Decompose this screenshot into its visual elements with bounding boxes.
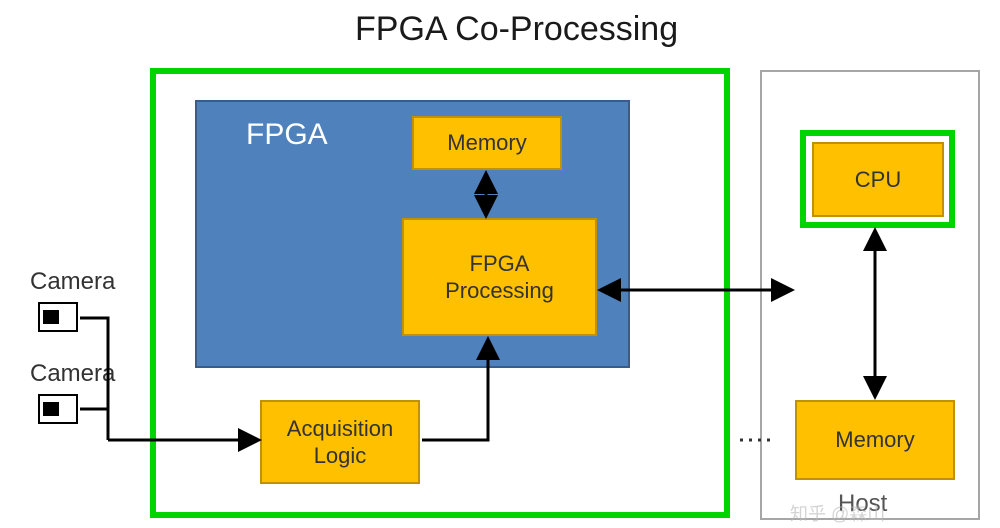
- wire-camera2: [80, 409, 108, 440]
- host-memory-label: Memory: [835, 427, 914, 453]
- fpga-memory-label: Memory: [447, 130, 526, 156]
- camera1-label: Camera: [30, 268, 115, 296]
- fpga-processing-block: FPGA Processing: [402, 218, 597, 336]
- cpu-label: CPU: [855, 167, 901, 193]
- camera2-icon: [38, 394, 78, 424]
- fpga-memory-block: Memory: [412, 116, 562, 170]
- acquisition-logic-block: Acquisition Logic: [260, 400, 420, 484]
- cpu-block: CPU: [812, 142, 944, 217]
- watermark-text: 知乎 @森山: [790, 500, 885, 526]
- host-memory-block: Memory: [795, 400, 955, 480]
- diagram-title: FPGA Co-Processing: [355, 10, 678, 49]
- fpga-chip-label: FPGA: [246, 118, 328, 152]
- camera1-icon: [38, 302, 78, 332]
- fpga-processing-label: FPGA Processing: [445, 250, 554, 305]
- camera2-label: Camera: [30, 360, 115, 388]
- acquisition-logic-label: Acquisition Logic: [287, 415, 393, 470]
